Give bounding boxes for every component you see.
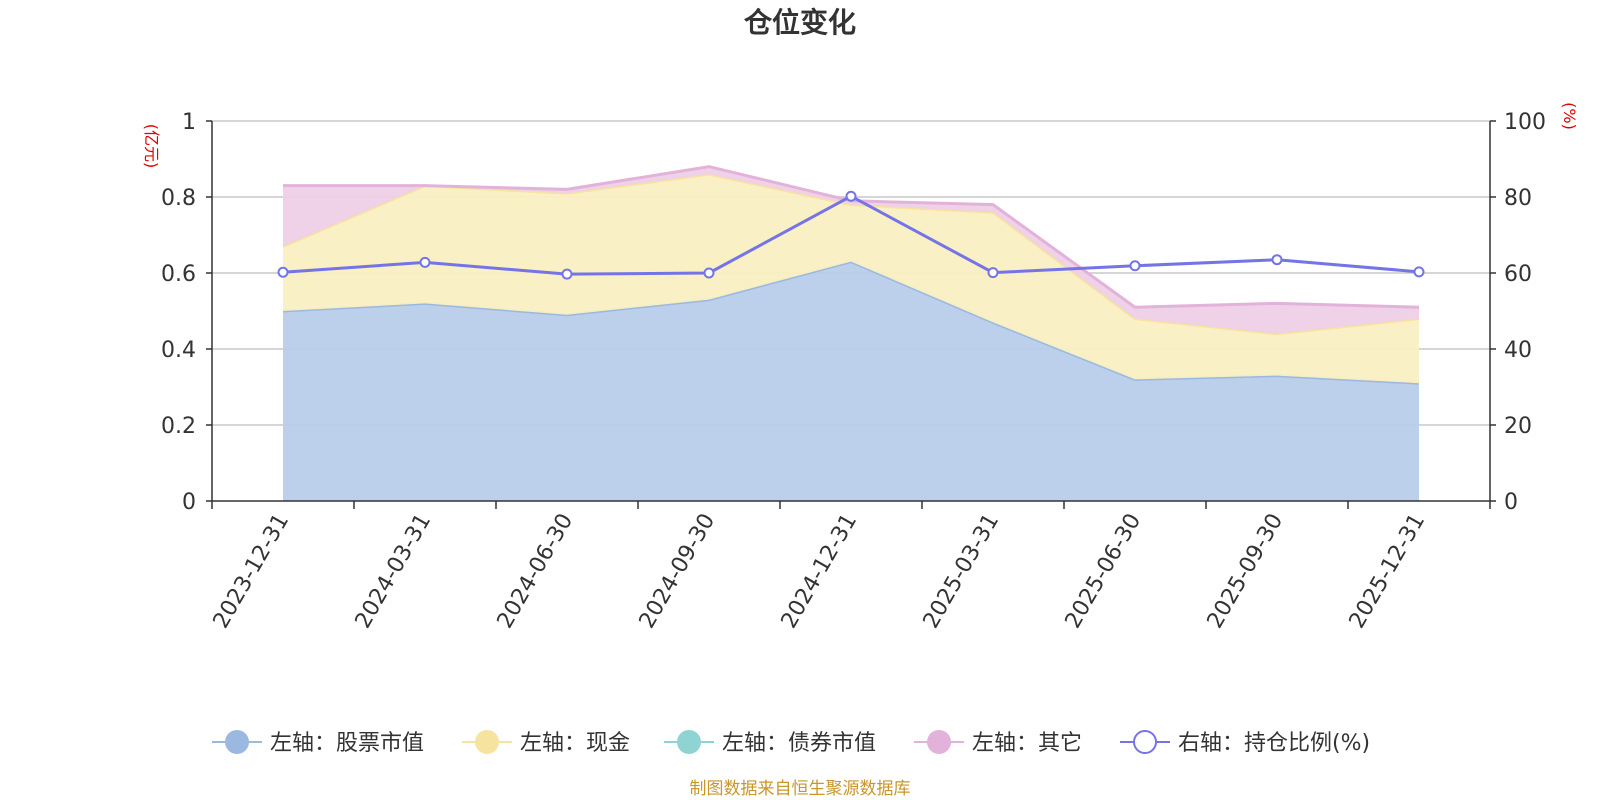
- right-axis-unit: (%): [1560, 102, 1579, 130]
- x-tick-label: 2024-12-31: [777, 510, 863, 633]
- area-左轴：其它: [283, 166, 1419, 334]
- legend-label: 右轴：持仓比例(%): [1178, 731, 1370, 756]
- legend-label: 左轴：债券市值: [722, 731, 876, 756]
- left-tick-label: 0.8: [161, 186, 196, 211]
- legend-marker: [225, 730, 249, 754]
- legend-item[interactable]: 左轴：股票市值: [212, 730, 424, 756]
- legend-marker: [1133, 730, 1157, 754]
- right-tick-label: 100: [1504, 110, 1546, 135]
- holding-ratio-point[interactable]: [987, 267, 999, 279]
- legend-label: 左轴：股票市值: [270, 731, 424, 756]
- legend-label: 左轴：其它: [972, 731, 1082, 756]
- right-tick-label: 20: [1504, 414, 1532, 439]
- legend-marker: [927, 730, 951, 754]
- holding-ratio-point[interactable]: [845, 190, 857, 202]
- left-tick-label: 0.4: [161, 338, 196, 363]
- legend-item[interactable]: 左轴：债券市值: [664, 730, 876, 756]
- legend-label: 左轴：现金: [520, 731, 630, 756]
- x-tick-label: 2024-06-30: [493, 510, 579, 633]
- x-tick-label: 2025-12-31: [1345, 510, 1431, 633]
- holding-ratio-point[interactable]: [561, 268, 573, 280]
- left-tick-label: 1: [182, 110, 196, 135]
- left-tick-label: 0.6: [161, 262, 196, 287]
- holding-ratio-point[interactable]: [419, 256, 431, 268]
- right-tick-label: 0: [1504, 490, 1518, 515]
- holding-ratio-line-group: [277, 190, 1425, 280]
- stacked-areas: [282, 165, 1420, 501]
- holding-ratio-point[interactable]: [1413, 266, 1425, 278]
- x-tick-label: 2025-03-31: [919, 510, 1005, 633]
- x-tick-label: 2025-06-30: [1061, 510, 1147, 633]
- right-tick-label: 60: [1504, 262, 1532, 287]
- chart-title: 仓位变化: [744, 6, 856, 39]
- x-tick-label: 2023-12-31: [209, 510, 295, 633]
- x-tick-label: 2024-03-31: [351, 510, 437, 633]
- area-左轴：现金: [283, 174, 1419, 384]
- holding-ratio-point[interactable]: [1129, 260, 1141, 272]
- holding-ratio-point[interactable]: [277, 266, 289, 278]
- area-左轴：股票市值: [283, 261, 1419, 501]
- left-tick-label: 0: [182, 490, 196, 515]
- holding-ratio-point[interactable]: [703, 267, 715, 279]
- legend-marker: [475, 730, 499, 754]
- legend[interactable]: 左轴：股票市值 左轴：现金 左轴：债券市值 左轴：其它 右轴：持仓比例(%): [212, 730, 1370, 756]
- x-tick-label: 2024-09-30: [635, 510, 721, 633]
- legend-item[interactable]: 左轴：其它: [914, 730, 1082, 756]
- right-tick-label: 80: [1504, 186, 1532, 211]
- legend-item[interactable]: 左轴：现金: [462, 730, 630, 756]
- right-tick-label: 40: [1504, 338, 1532, 363]
- holding-ratio-point[interactable]: [1271, 254, 1283, 266]
- data-source-note: 制图数据来自恒生聚源数据库: [690, 779, 911, 799]
- legend-item[interactable]: 右轴：持仓比例(%): [1120, 730, 1370, 756]
- x-tick-label: 2025-09-30: [1203, 510, 1289, 633]
- left-tick-label: 0.2: [161, 414, 196, 439]
- legend-marker: [677, 730, 701, 754]
- left-axis-unit: (亿元): [142, 124, 161, 169]
